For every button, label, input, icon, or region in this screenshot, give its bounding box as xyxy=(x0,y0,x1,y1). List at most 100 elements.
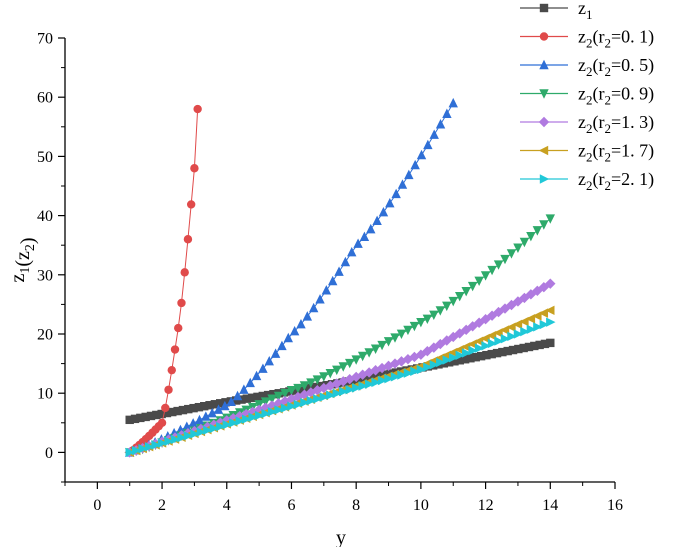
data-point xyxy=(482,350,491,360)
data-point xyxy=(131,445,142,456)
data-point xyxy=(289,326,300,336)
legend-item-6: z2(r2=2. 1) xyxy=(520,169,654,193)
legend-label-part: (r xyxy=(593,27,605,48)
data-point xyxy=(492,348,502,358)
data-point xyxy=(442,108,452,118)
data-point xyxy=(293,399,304,410)
data-point xyxy=(222,419,232,430)
legend-item-2: z2(r2=0. 5) xyxy=(520,55,654,79)
legend-label: z2(r2=0. 5) xyxy=(578,55,654,79)
data-point xyxy=(375,371,385,380)
data-point xyxy=(345,358,355,369)
data-point xyxy=(301,384,310,393)
data-point xyxy=(473,336,484,346)
data-point xyxy=(351,383,362,393)
data-point xyxy=(299,381,310,391)
legend-label-part: z xyxy=(578,27,586,47)
x-tick-label: 10 xyxy=(413,497,429,514)
y-tick-label: 40 xyxy=(37,208,53,225)
data-point xyxy=(461,286,471,297)
x-tick-label: 6 xyxy=(287,497,295,514)
data-point xyxy=(422,314,433,325)
legend-marker xyxy=(539,32,549,41)
data-point xyxy=(416,317,426,328)
data-point xyxy=(183,431,194,441)
legend-marker xyxy=(539,3,549,13)
data-point xyxy=(487,265,497,276)
data-point xyxy=(507,331,517,342)
data-point xyxy=(151,440,161,450)
data-point xyxy=(546,338,555,348)
data-point xyxy=(370,372,379,381)
data-point xyxy=(519,292,530,304)
data-point xyxy=(261,408,271,419)
data-point xyxy=(157,409,166,419)
data-point xyxy=(540,339,550,349)
data-point xyxy=(429,360,440,370)
legend-label-part: 2 xyxy=(605,121,612,136)
legend-label-part: z xyxy=(578,141,586,161)
data-point xyxy=(384,373,394,384)
legend-label-part: z xyxy=(578,84,586,104)
data-point xyxy=(403,325,413,336)
data-point xyxy=(332,388,342,399)
data-point xyxy=(442,355,452,365)
data-point xyxy=(196,427,207,437)
data-point xyxy=(532,311,542,321)
legend-label-part: z xyxy=(578,112,586,132)
data-point xyxy=(486,330,497,341)
data-point xyxy=(277,340,287,351)
data-point xyxy=(359,374,369,383)
data-point xyxy=(235,416,245,426)
data-point xyxy=(487,349,496,359)
data-point xyxy=(138,444,148,454)
data-point xyxy=(286,386,297,396)
data-point xyxy=(455,350,465,361)
legend-label-part: 2 xyxy=(605,150,612,165)
data-point xyxy=(357,351,368,362)
y-axis-title-subscript: 1 xyxy=(18,267,33,274)
data-point xyxy=(455,292,465,302)
data-point xyxy=(539,220,549,230)
data-point xyxy=(525,289,537,300)
data-point xyxy=(410,366,420,377)
data-point xyxy=(177,432,187,443)
legend-label: z1 xyxy=(578,0,593,22)
data-point xyxy=(461,348,472,358)
series-1 xyxy=(125,104,202,457)
data-point xyxy=(353,238,363,248)
series-6 xyxy=(125,317,556,458)
x-tick-label: 14 xyxy=(542,497,558,514)
data-point xyxy=(162,408,172,418)
legend-marker xyxy=(539,59,549,70)
legend-marker xyxy=(538,145,549,156)
data-point xyxy=(410,159,420,170)
data-point xyxy=(364,379,375,389)
data-point xyxy=(503,346,512,356)
data-point xyxy=(339,386,349,397)
data-point xyxy=(325,368,335,379)
data-point xyxy=(545,305,555,316)
data-point xyxy=(423,139,433,150)
data-point xyxy=(201,411,211,421)
data-point xyxy=(467,339,477,349)
data-point xyxy=(351,355,361,365)
data-point xyxy=(508,345,518,355)
x-tick-label: 16 xyxy=(607,497,623,514)
data-point xyxy=(448,97,458,108)
data-point xyxy=(274,405,284,415)
data-point xyxy=(474,276,484,287)
data-point xyxy=(519,316,529,327)
data-point xyxy=(545,278,556,289)
y-tick-label: 20 xyxy=(37,327,53,344)
data-point xyxy=(188,418,198,428)
data-point xyxy=(168,407,177,417)
data-point xyxy=(416,149,427,160)
y-tick-label: 30 xyxy=(37,267,53,284)
y-tick-label: 50 xyxy=(37,149,53,166)
data-point xyxy=(157,418,167,427)
data-point xyxy=(295,385,305,394)
data-point xyxy=(466,354,475,363)
data-point xyxy=(365,373,374,382)
data-point xyxy=(442,301,452,312)
